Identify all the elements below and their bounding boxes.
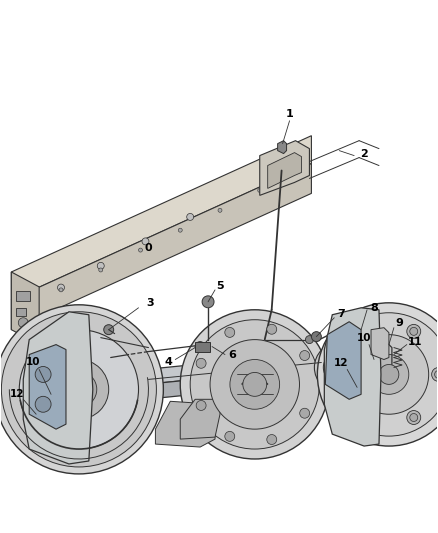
- Circle shape: [434, 370, 438, 378]
- Polygon shape: [268, 152, 301, 188]
- Circle shape: [230, 360, 279, 409]
- Circle shape: [267, 324, 277, 334]
- Circle shape: [97, 262, 104, 269]
- Circle shape: [196, 400, 206, 410]
- Circle shape: [59, 288, 63, 292]
- Circle shape: [142, 238, 149, 245]
- Text: 11: 11: [407, 337, 422, 346]
- Circle shape: [19, 330, 138, 449]
- Circle shape: [225, 431, 235, 441]
- Circle shape: [323, 352, 355, 383]
- Circle shape: [202, 296, 214, 308]
- Text: 1: 1: [286, 109, 293, 119]
- Circle shape: [300, 351, 310, 360]
- Circle shape: [104, 325, 114, 335]
- Circle shape: [410, 414, 418, 422]
- Circle shape: [243, 373, 267, 397]
- Polygon shape: [23, 312, 93, 464]
- Text: 12: 12: [334, 359, 349, 368]
- Circle shape: [178, 228, 182, 232]
- Polygon shape: [11, 136, 311, 300]
- Circle shape: [327, 313, 438, 436]
- Circle shape: [218, 208, 222, 212]
- Text: 3: 3: [147, 298, 154, 308]
- Bar: [16, 308, 26, 316]
- Polygon shape: [325, 322, 361, 399]
- Circle shape: [349, 335, 429, 414]
- Text: 6: 6: [228, 350, 236, 360]
- Circle shape: [35, 397, 51, 412]
- Text: 10: 10: [357, 333, 371, 343]
- Circle shape: [300, 408, 310, 418]
- Circle shape: [187, 213, 194, 221]
- Polygon shape: [260, 141, 309, 196]
- Circle shape: [357, 325, 371, 338]
- Circle shape: [431, 367, 438, 382]
- Polygon shape: [11, 164, 311, 330]
- Circle shape: [61, 372, 97, 407]
- Circle shape: [360, 327, 368, 335]
- Circle shape: [195, 342, 205, 352]
- Circle shape: [311, 332, 321, 342]
- Circle shape: [360, 414, 368, 422]
- Bar: [16, 291, 30, 301]
- Circle shape: [18, 318, 28, 328]
- Circle shape: [35, 367, 51, 382]
- Polygon shape: [11, 272, 39, 345]
- Circle shape: [196, 358, 206, 368]
- Circle shape: [57, 284, 64, 291]
- Text: 4: 4: [164, 357, 172, 367]
- Polygon shape: [371, 328, 389, 360]
- Circle shape: [1, 312, 156, 467]
- Circle shape: [410, 327, 418, 335]
- Circle shape: [314, 343, 364, 392]
- Circle shape: [357, 410, 371, 424]
- Circle shape: [180, 310, 329, 459]
- Text: 12: 12: [10, 389, 25, 399]
- Circle shape: [190, 320, 319, 449]
- Polygon shape: [180, 399, 220, 439]
- Circle shape: [407, 325, 421, 338]
- Polygon shape: [324, 308, 381, 446]
- Text: 0: 0: [145, 243, 152, 253]
- Circle shape: [369, 354, 409, 394]
- Circle shape: [407, 410, 421, 424]
- Text: 2: 2: [360, 149, 368, 159]
- Polygon shape: [155, 401, 215, 447]
- Text: 9: 9: [395, 318, 403, 328]
- Circle shape: [49, 360, 109, 419]
- Circle shape: [379, 365, 399, 384]
- Circle shape: [0, 305, 163, 474]
- Polygon shape: [29, 345, 66, 429]
- Polygon shape: [96, 360, 394, 404]
- Circle shape: [332, 367, 346, 382]
- Circle shape: [335, 370, 343, 378]
- Circle shape: [210, 340, 300, 429]
- Circle shape: [318, 303, 438, 446]
- Polygon shape: [96, 345, 394, 389]
- Circle shape: [267, 434, 277, 445]
- Circle shape: [69, 379, 89, 399]
- Text: 10: 10: [26, 358, 40, 367]
- Text: 8: 8: [370, 303, 378, 313]
- Circle shape: [225, 327, 235, 337]
- Circle shape: [138, 248, 142, 252]
- Polygon shape: [278, 141, 286, 154]
- Circle shape: [99, 268, 103, 272]
- Text: 7: 7: [337, 309, 345, 319]
- Circle shape: [305, 336, 314, 344]
- Text: 5: 5: [216, 281, 224, 291]
- Bar: [195, 342, 210, 352]
- Circle shape: [258, 188, 262, 192]
